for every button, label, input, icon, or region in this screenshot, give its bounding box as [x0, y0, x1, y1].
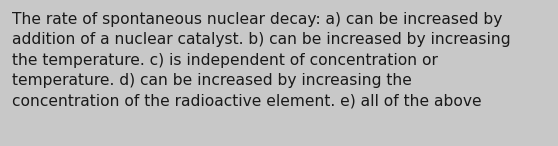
- Text: The rate of spontaneous nuclear decay: a) can be increased by
addition of a nucl: The rate of spontaneous nuclear decay: a…: [12, 12, 511, 109]
